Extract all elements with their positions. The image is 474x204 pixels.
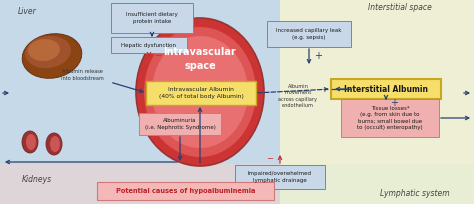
Text: Insufficient dietary
protein intake: Insufficient dietary protein intake — [126, 12, 178, 24]
FancyBboxPatch shape — [97, 182, 274, 200]
Text: Impaired/overwhelmed
lymphatic drainage: Impaired/overwhelmed lymphatic drainage — [248, 171, 312, 183]
FancyBboxPatch shape — [331, 79, 441, 99]
Ellipse shape — [50, 136, 60, 152]
Text: Intravascular Albumin
(40% of total body Albumin): Intravascular Albumin (40% of total body… — [159, 87, 244, 99]
Text: Potential causes of hypoalbuminemia: Potential causes of hypoalbuminemia — [116, 188, 255, 194]
Ellipse shape — [25, 36, 71, 68]
Ellipse shape — [46, 133, 62, 155]
Text: −: − — [266, 154, 273, 163]
Bar — [280, 164, 474, 204]
Ellipse shape — [28, 39, 60, 61]
Text: Interstitial space: Interstitial space — [368, 2, 432, 11]
Text: Tissue losses*
(e.g. from skin due to
burns; small bowel due
to (occult) enterop: Tissue losses* (e.g. from skin due to bu… — [357, 106, 423, 130]
Text: Albumin release
into bloodstream: Albumin release into bloodstream — [61, 69, 103, 81]
Bar — [0, 0, 280, 164]
FancyBboxPatch shape — [146, 81, 256, 105]
Ellipse shape — [144, 27, 256, 157]
Text: Hepatic dysfunction: Hepatic dysfunction — [121, 42, 176, 48]
Text: Intravascular
space: Intravascular space — [164, 47, 237, 71]
Text: Albuminuria
(i.e. Nephrotic Syndrome): Albuminuria (i.e. Nephrotic Syndrome) — [145, 118, 216, 130]
Text: Kidneys: Kidneys — [22, 174, 52, 184]
Text: Increased capillary leak
(e.g. sepsis): Increased capillary leak (e.g. sepsis) — [276, 28, 342, 40]
Text: Lymphatic system: Lymphatic system — [380, 190, 450, 198]
Ellipse shape — [136, 18, 264, 166]
FancyBboxPatch shape — [235, 165, 325, 189]
Text: −: − — [155, 51, 162, 61]
FancyBboxPatch shape — [111, 37, 187, 53]
Text: Albumin
movement
across capillary
endothelium: Albumin movement across capillary endoth… — [279, 84, 318, 108]
Ellipse shape — [22, 131, 38, 153]
FancyBboxPatch shape — [341, 99, 439, 137]
Bar — [280, 0, 474, 164]
Text: Interstitial Albumin: Interstitial Albumin — [344, 84, 428, 93]
Ellipse shape — [26, 134, 36, 150]
Ellipse shape — [152, 36, 248, 148]
Text: +: + — [390, 98, 398, 108]
Text: Liver: Liver — [18, 7, 37, 16]
Text: +: + — [314, 51, 322, 61]
FancyBboxPatch shape — [267, 21, 351, 47]
FancyBboxPatch shape — [111, 3, 193, 33]
Ellipse shape — [22, 34, 82, 78]
FancyBboxPatch shape — [139, 113, 221, 135]
Bar — [0, 164, 280, 204]
